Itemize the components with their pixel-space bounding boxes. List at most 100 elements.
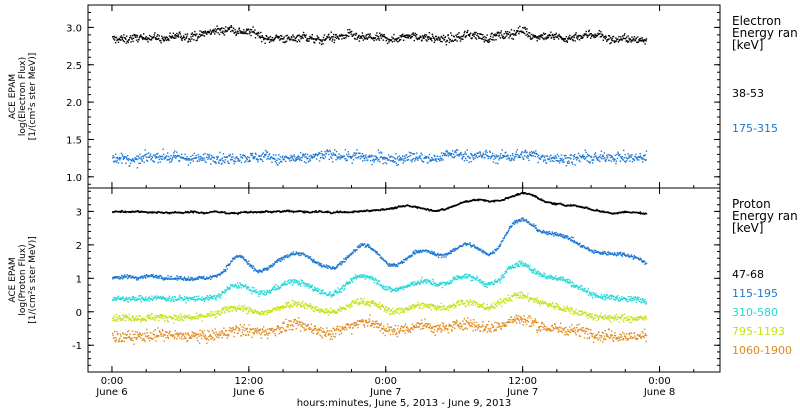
data-point	[374, 158, 377, 161]
data-point	[239, 159, 241, 161]
y-tick-label: 1.0	[66, 173, 82, 184]
data-point	[633, 254, 636, 257]
data-point	[498, 245, 501, 248]
data-point	[357, 245, 360, 248]
data-point	[191, 158, 193, 160]
data-point	[570, 154, 572, 156]
data-point	[359, 158, 362, 160]
data-point	[288, 37, 290, 39]
data-point	[305, 39, 308, 42]
data-point	[257, 291, 259, 293]
data-point	[542, 160, 545, 162]
data-point	[182, 37, 184, 39]
data-point	[407, 256, 410, 258]
data-point	[613, 40, 615, 42]
data-point	[307, 157, 309, 159]
data-point	[294, 156, 296, 158]
data-point	[565, 40, 567, 43]
data-point	[154, 154, 157, 156]
data-point	[224, 269, 227, 271]
data-point	[619, 160, 621, 162]
data-point	[393, 207, 396, 210]
data-point	[536, 37, 538, 39]
data-point	[262, 36, 264, 39]
data-point	[361, 244, 363, 246]
data-point	[222, 32, 225, 35]
data-point	[236, 282, 239, 284]
data-point	[630, 255, 632, 258]
data-point	[128, 211, 130, 214]
data-point	[491, 152, 494, 155]
data-point	[489, 38, 491, 40]
data-point	[475, 38, 478, 40]
data-point	[525, 151, 527, 154]
data-point	[257, 34, 259, 37]
data-point	[397, 156, 399, 158]
data-point	[264, 211, 266, 213]
data-point	[218, 33, 221, 36]
data-point	[587, 246, 589, 249]
data-point	[383, 156, 385, 159]
data-point	[281, 259, 283, 261]
data-point	[361, 37, 363, 39]
data-point	[237, 158, 240, 160]
data-point	[191, 210, 193, 212]
data-point	[526, 151, 528, 153]
data-point	[218, 28, 220, 30]
data-point	[471, 34, 474, 36]
data-point	[118, 276, 120, 278]
data-point	[404, 36, 407, 39]
data-point	[463, 156, 465, 158]
data-point	[326, 149, 329, 151]
data-point	[639, 40, 641, 42]
data-point	[403, 35, 405, 37]
data-point	[561, 160, 564, 162]
data-point	[382, 162, 384, 165]
data-point	[250, 34, 252, 37]
data-point	[156, 35, 158, 37]
data-point	[236, 32, 238, 34]
data-point	[207, 278, 210, 280]
data-point	[516, 220, 518, 222]
data-point	[350, 31, 352, 33]
data-point	[239, 284, 242, 286]
data-point	[258, 32, 260, 35]
data-point	[352, 210, 354, 212]
data-point	[188, 157, 191, 160]
data-point	[297, 280, 299, 282]
data-point	[364, 246, 366, 248]
data-point	[475, 31, 477, 34]
data-point	[437, 39, 439, 41]
data-point	[504, 236, 506, 238]
data-point	[565, 154, 567, 157]
legend-header: Proton	[732, 197, 771, 211]
data-point	[491, 32, 493, 34]
data-point	[157, 152, 159, 155]
data-point	[177, 35, 179, 37]
data-point	[138, 295, 140, 297]
data-point	[145, 296, 147, 298]
data-point	[145, 277, 147, 279]
data-point	[283, 255, 286, 257]
data-point	[447, 207, 449, 210]
data-point	[618, 40, 620, 42]
data-point	[429, 160, 431, 162]
data-point	[459, 36, 461, 38]
data-point	[605, 36, 607, 38]
data-point	[284, 160, 287, 162]
data-point	[464, 30, 466, 33]
data-point	[181, 157, 183, 159]
data-point	[180, 276, 182, 278]
data-point	[554, 232, 556, 234]
data-point	[609, 42, 611, 45]
data-point	[387, 154, 390, 156]
data-point	[244, 155, 246, 158]
data-point	[607, 156, 609, 158]
data-point	[493, 199, 495, 202]
data-point	[215, 156, 218, 158]
data-point	[345, 37, 347, 39]
data-point	[327, 267, 329, 270]
data-point	[144, 298, 146, 300]
data-point	[183, 158, 186, 160]
data-point	[320, 210, 323, 212]
